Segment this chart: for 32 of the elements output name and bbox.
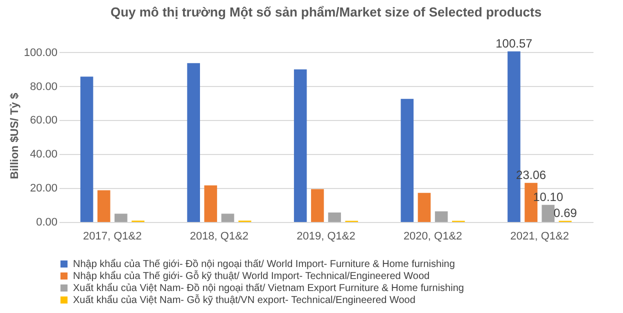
y-tick-label: 100.00 bbox=[24, 46, 58, 59]
bar bbox=[221, 214, 234, 222]
x-tick-label: 2018, Q1&2 bbox=[190, 230, 249, 242]
x-tick-label: 2017, Q1&2 bbox=[83, 230, 142, 242]
y-tick-label: 60.00 bbox=[30, 114, 58, 127]
bar bbox=[80, 76, 94, 222]
bar bbox=[311, 189, 324, 222]
y-axis-title: Billion $US/ Tỷ $ bbox=[8, 92, 21, 180]
bar bbox=[187, 63, 200, 222]
legend-label: Xuất khẩu của Việt Nam- Đồ nội ngoại thất/ Vietnam Export Furniture & Home furnishing bbox=[73, 282, 464, 294]
x-tick-label: 2019, Q1&2 bbox=[296, 230, 356, 242]
y-tick-label: 20.00 bbox=[30, 182, 58, 195]
bar bbox=[542, 204, 555, 222]
bar bbox=[434, 211, 448, 222]
bar bbox=[204, 185, 218, 222]
bar bbox=[328, 212, 341, 222]
y-tick-label: 80.00 bbox=[30, 80, 58, 93]
data-label: 0.69 bbox=[554, 206, 578, 220]
bar bbox=[97, 190, 110, 222]
legend-label: Nhập khẩu của Thế giới- Đồ nội ngoại thất/ World Import- Furniture & Home furnishing bbox=[73, 258, 455, 270]
legend-label: Nhập khẩu của Thế giới- Gỗ kỹ thuật/ World Import- Technical/Engineered Wood bbox=[73, 270, 430, 282]
chart-title: Quy mô thị trường Một số sản phẩm/Market size of Selected products bbox=[110, 4, 542, 20]
x-tick-label: 2020, Q1&2 bbox=[403, 230, 462, 242]
x-tick-label: 2021, Q1&2 bbox=[510, 230, 569, 242]
bar bbox=[400, 98, 414, 222]
bar bbox=[294, 69, 307, 222]
legend-label: Xuất khẩu của Việt Nam- Gỗ kỹ thuật/VN export- Technical/Engineered Wood bbox=[73, 294, 416, 306]
bar bbox=[114, 214, 128, 222]
y-tick-label: 40.00 bbox=[30, 148, 58, 161]
bar bbox=[418, 192, 431, 222]
data-label: 100.57 bbox=[496, 36, 533, 50]
y-tick-label: 0.00 bbox=[36, 216, 58, 228]
